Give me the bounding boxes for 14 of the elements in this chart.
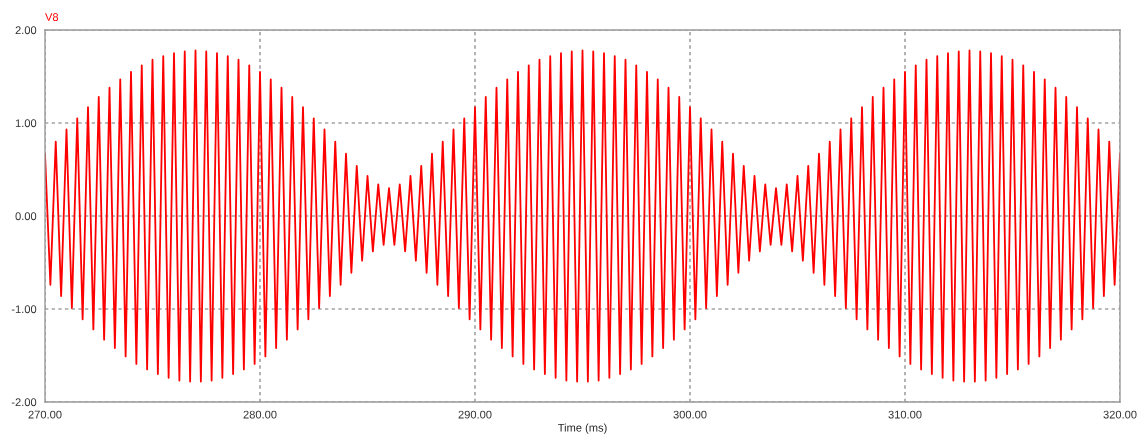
y-tick-label: -1.00 <box>11 305 37 314</box>
y-tick-label: 0.00 <box>15 212 37 221</box>
y-tick-label: -2.00 <box>11 398 37 407</box>
x-tick-label: 280.00 <box>243 410 277 419</box>
text: V8 <box>45 13 59 21</box>
x-tick-label: 270.00 <box>28 410 62 419</box>
y-tick-label: 1.00 <box>15 119 37 128</box>
x-axis-title: Time (ms) <box>557 423 607 434</box>
x-tick-label: 300.00 <box>673 410 707 419</box>
x-tick-label: 310.00 <box>888 410 922 419</box>
y-tick-label: 2.00 <box>15 26 37 35</box>
x-tick-label: 290.00 <box>458 410 492 419</box>
x-tick-label: 320.00 <box>1103 410 1137 419</box>
line-series <box>45 49 1120 383</box>
